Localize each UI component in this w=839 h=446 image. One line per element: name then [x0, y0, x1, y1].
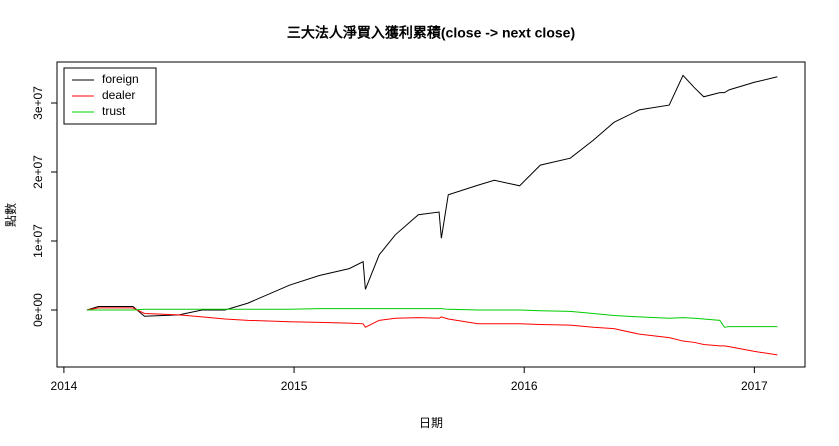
line-series: [86, 308, 778, 328]
x-tick-label: 2015: [281, 379, 308, 393]
line-series: [86, 74, 778, 317]
x-tick-label: 2017: [741, 379, 768, 393]
x-axis-label: 日期: [419, 416, 443, 430]
y-tick-label: 0e+00: [31, 293, 45, 327]
y-tick-label: 2e+07: [31, 155, 45, 189]
legend-label: dealer: [102, 88, 135, 102]
y-tick-label: 3e+07: [31, 86, 45, 120]
y-tick-label: 1e+07: [31, 224, 45, 258]
x-tick-label: 2014: [51, 379, 78, 393]
x-tick-label: 2016: [511, 379, 538, 393]
chart-title: 三大法人淨買入獲利累積(close -> next close): [287, 25, 575, 41]
line-series: [86, 307, 778, 356]
legend-label: trust: [102, 104, 126, 118]
plot-frame: [56, 61, 806, 368]
legend-label: foreign: [102, 72, 139, 86]
y-axis-label: 點數: [4, 203, 18, 227]
